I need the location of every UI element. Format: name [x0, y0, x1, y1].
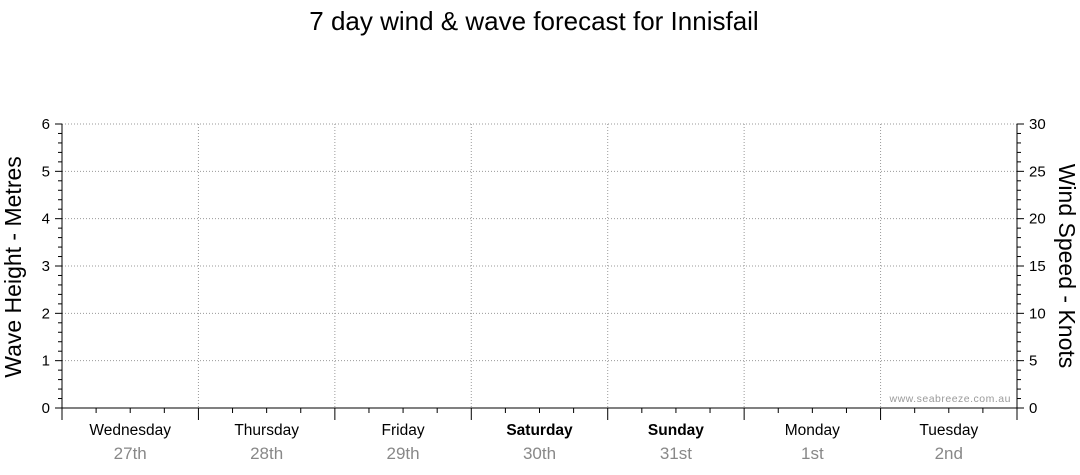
day-name-label: Saturday — [506, 422, 573, 439]
day-date-label: 31st — [660, 444, 692, 463]
grid-lines — [62, 123, 1017, 408]
day-date-label: 27th — [114, 444, 147, 463]
left-tick-label: 3 — [42, 258, 50, 275]
tick-labels: 0 1 2 3 4 5 6 0 5 10 15 20 25 30 — [42, 116, 1046, 417]
chart-title: 7 day wind & wave forecast for Innisfail — [309, 6, 758, 36]
day-date-label: 1st — [801, 444, 824, 463]
day-date-label: 29th — [387, 444, 420, 463]
left-tick-label: 2 — [42, 305, 50, 322]
right-tick-label: 15 — [1029, 258, 1046, 275]
right-tick-label: 25 — [1029, 163, 1046, 180]
day-name-label: Wednesday — [89, 422, 171, 439]
left-tick-label: 6 — [42, 116, 50, 133]
right-axis-title: Wind Speed - Knots — [1054, 164, 1080, 369]
day-name-label: Monday — [785, 422, 840, 439]
day-name-label: Sunday — [648, 422, 704, 439]
day-date-label: 30th — [523, 444, 556, 463]
right-tick-label: 5 — [1029, 353, 1037, 370]
right-tick-label: 0 — [1029, 400, 1037, 417]
day-date-label: 28th — [250, 444, 283, 463]
right-tick-label: 30 — [1029, 116, 1046, 133]
left-tick-label: 0 — [42, 400, 50, 417]
day-labels: Wednesday 27th Thursday 28th Friday 29th Satur… — [89, 422, 978, 463]
right-tick-label: 10 — [1029, 305, 1046, 322]
left-axis-title: Wave Height - Metres — [0, 156, 26, 378]
day-name-label: Tuesday — [919, 422, 978, 439]
watermark: www.seabreeze.com.au — [889, 393, 1011, 405]
left-tick-label: 1 — [42, 353, 50, 370]
left-tick-label: 5 — [42, 163, 50, 180]
axes — [55, 123, 1024, 420]
right-tick-label: 20 — [1029, 211, 1046, 228]
day-name-label: Friday — [382, 422, 425, 439]
day-date-label: 2nd — [935, 444, 963, 463]
day-name-label: Thursday — [234, 422, 299, 439]
left-tick-label: 4 — [42, 211, 50, 228]
